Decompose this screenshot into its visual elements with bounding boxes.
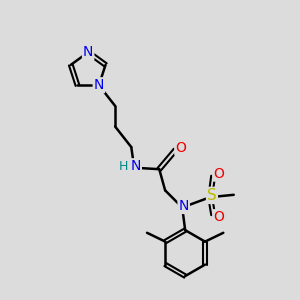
Text: O: O [214,167,224,181]
Text: O: O [175,141,186,155]
Text: H: H [118,160,128,173]
Text: N: N [130,159,141,173]
Text: N: N [83,45,93,59]
Text: S: S [207,188,217,203]
Text: N: N [94,78,104,92]
Text: N: N [178,199,189,213]
Text: O: O [214,210,224,224]
